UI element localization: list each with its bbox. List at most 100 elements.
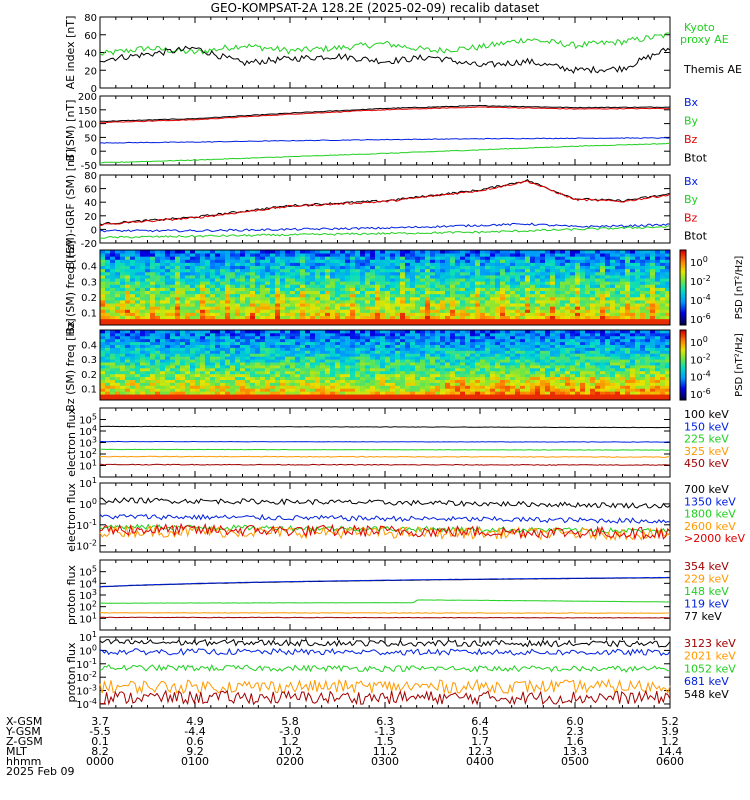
- spectrogram-cell: [280, 262, 286, 267]
- spectrogram-cell: [250, 362, 256, 366]
- spectrogram-cell: [190, 296, 196, 301]
- spectrogram-cell: [265, 362, 271, 366]
- spectrogram-cell: [210, 394, 216, 398]
- spectrogram-cell: [445, 312, 451, 317]
- spectrogram-cell: [115, 367, 121, 372]
- spectrogram-cell: [350, 356, 356, 360]
- spectrogram-cell: [625, 300, 631, 304]
- spectrogram-cell: [400, 376, 406, 380]
- spectrogram-cell: [405, 338, 411, 343]
- spectrogram-cell: [550, 315, 556, 320]
- spectrogram-cell: [210, 312, 216, 317]
- spectrogram-cell: [145, 309, 151, 313]
- spectrogram-cell: [375, 296, 381, 301]
- spectrogram-cell: [120, 353, 126, 357]
- spectrogram-cell: [435, 262, 441, 267]
- spectrogram-cell: [580, 250, 586, 254]
- spectrogram-cell: [165, 271, 171, 276]
- spectrogram-cell: [220, 347, 226, 351]
- spectrogram-cell: [340, 394, 346, 398]
- spectrogram-cell: [585, 275, 591, 279]
- spectrogram-cell: [305, 370, 311, 375]
- spectrogram-cell: [490, 318, 496, 323]
- spectrogram-cell: [425, 300, 431, 304]
- spectrogram-cell: [545, 315, 551, 320]
- spectrogram-cell: [330, 262, 336, 267]
- spectrogram-cell: [500, 250, 506, 254]
- spectrogram-cell: [100, 275, 106, 279]
- spectrogram-cell: [320, 338, 326, 343]
- spectrogram-cell: [335, 394, 341, 398]
- spectrogram-cell: [175, 350, 181, 354]
- spectrogram-cell: [230, 397, 236, 401]
- spectrogram-cell: [220, 391, 226, 395]
- spectrogram-cell: [240, 330, 246, 334]
- spectrogram-cell: [290, 359, 296, 363]
- spectrogram-cell: [590, 253, 596, 257]
- spectrogram-cell: [600, 259, 606, 263]
- spectrogram-cell: [520, 275, 526, 279]
- spectrogram-cell: [620, 318, 626, 323]
- spectrogram-cell: [320, 376, 326, 380]
- spectrogram-cell: [115, 379, 121, 383]
- spectrogram-cell: [440, 344, 446, 348]
- spectrogram-cell: [510, 253, 516, 257]
- spectrogram-cell: [280, 373, 286, 378]
- spectrogram-cell: [285, 332, 291, 337]
- spectrogram-cell: [640, 281, 646, 285]
- spectrogram-cell: [200, 250, 206, 254]
- spectrogram-cell: [455, 379, 461, 383]
- spectrogram-cell: [515, 306, 521, 310]
- spectrogram-cell: [105, 344, 111, 348]
- spectrogram-cell: [410, 356, 416, 360]
- spectrogram-cell: [245, 350, 251, 354]
- spectrogram-cell: [375, 250, 381, 254]
- spectrogram-cell: [145, 296, 151, 301]
- spectrogram-cell: [485, 287, 491, 292]
- spectrogram-cell: [290, 321, 296, 326]
- spectrogram-cell: [205, 293, 211, 298]
- spectrogram-cell: [245, 330, 251, 334]
- spectrogram-cell: [100, 309, 106, 313]
- spectrogram-cell: [275, 321, 281, 326]
- spectrogram-cell: [530, 262, 536, 267]
- spectrogram-cell: [470, 287, 476, 292]
- spectrogram-cell: [290, 353, 296, 357]
- spectrogram-cell: [380, 388, 386, 392]
- spectrogram-cell: [170, 321, 176, 326]
- spectrogram-cell: [220, 287, 226, 292]
- spectrogram-cell: [285, 250, 291, 254]
- spectrogram-cell: [570, 300, 576, 304]
- spectrogram-cell: [190, 332, 196, 337]
- spectrogram-cell: [335, 330, 341, 334]
- spectrogram-cell: [125, 365, 131, 369]
- spectrogram-cell: [140, 268, 146, 273]
- spectrogram-cell: [235, 309, 241, 313]
- spectrogram-cell: [620, 268, 626, 273]
- spectrogram-cell: [125, 353, 131, 357]
- spectrogram-cell: [620, 290, 626, 295]
- spectrogram-cell: [365, 344, 371, 348]
- spectrogram-cell: [400, 309, 406, 313]
- spectrogram-cell: [165, 262, 171, 267]
- spectrogram-cell: [300, 367, 306, 372]
- spectrogram-cell: [380, 382, 386, 386]
- spectrogram-cell: [250, 278, 256, 282]
- spectrogram-cell: [125, 350, 131, 354]
- spectrogram-cell: [530, 278, 536, 282]
- spectrogram-cell: [445, 321, 451, 326]
- spectrogram-cell: [250, 353, 256, 357]
- spectrogram-cell: [220, 350, 226, 354]
- spectrogram-cell: [175, 382, 181, 386]
- spectrogram-cell: [185, 365, 191, 369]
- spectrogram-cell: [595, 259, 601, 263]
- spectrogram-cell: [275, 284, 281, 288]
- spectrogram-cell: [305, 250, 311, 254]
- spectrogram-cell: [305, 391, 311, 395]
- spectrogram-cell: [335, 265, 341, 270]
- spectrogram-cell: [195, 335, 201, 340]
- spectrogram-cell: [355, 367, 361, 372]
- spectrogram-cell: [435, 278, 441, 282]
- spectrogram-cell: [170, 388, 176, 392]
- spectrogram-cell: [310, 293, 316, 298]
